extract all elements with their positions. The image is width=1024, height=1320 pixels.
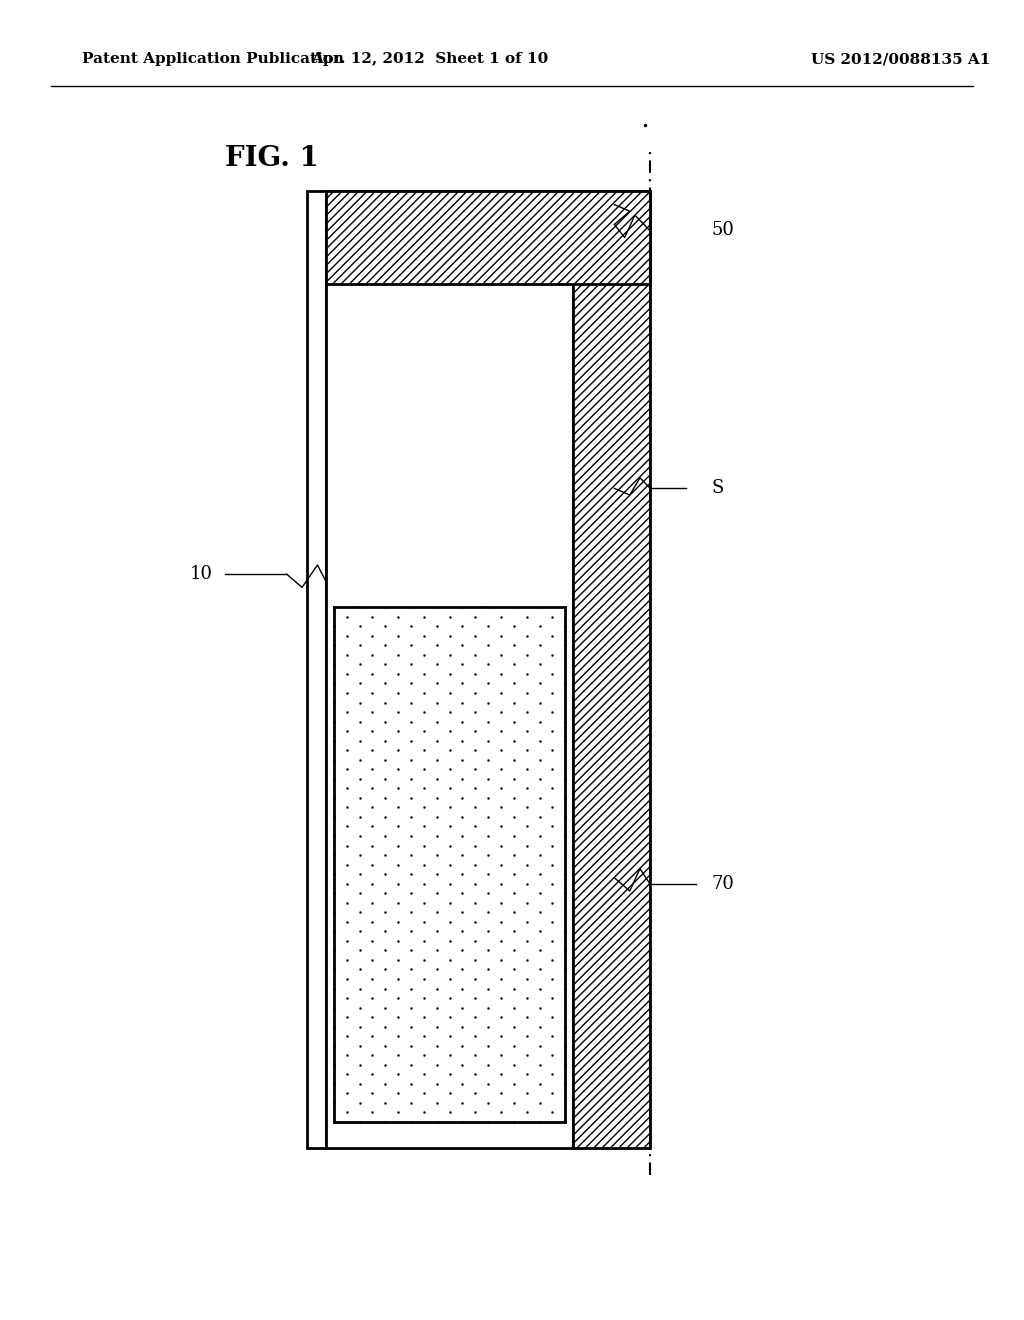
Text: Apr. 12, 2012  Sheet 1 of 10: Apr. 12, 2012 Sheet 1 of 10 — [311, 53, 549, 66]
Bar — [573, 191, 650, 1148]
Bar — [334, 198, 565, 607]
Text: 10: 10 — [189, 565, 212, 583]
Text: 70: 70 — [712, 875, 734, 894]
Bar — [326, 191, 650, 284]
Bar — [334, 607, 565, 1122]
Text: FIG. 1: FIG. 1 — [225, 145, 319, 172]
Bar — [326, 191, 573, 1148]
Bar — [307, 191, 326, 1148]
Text: Patent Application Publication: Patent Application Publication — [82, 53, 344, 66]
Text: S: S — [712, 479, 724, 498]
Text: US 2012/0088135 A1: US 2012/0088135 A1 — [811, 53, 991, 66]
Text: 50: 50 — [712, 220, 734, 239]
